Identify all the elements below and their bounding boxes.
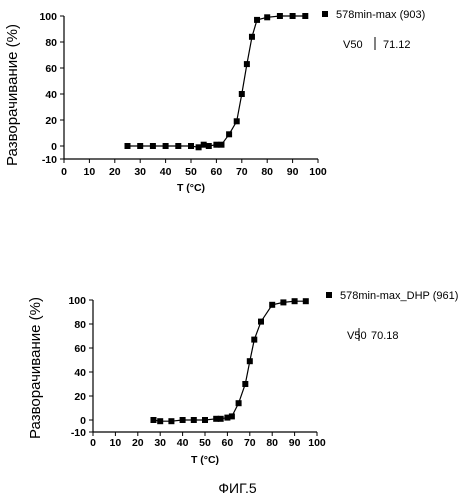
data-point	[302, 298, 309, 305]
data-point	[224, 414, 231, 421]
x-axis-title: T (°C)	[191, 454, 219, 466]
data-point	[213, 415, 220, 422]
x-tick-label: 30	[154, 437, 166, 449]
data-point	[213, 141, 220, 148]
y-tick-label: 40	[45, 89, 57, 101]
data-point	[246, 358, 253, 365]
y-tick-label: 100	[68, 295, 86, 307]
data-point	[228, 413, 235, 420]
y-tick-label: 80	[74, 319, 86, 331]
y-tick-label: 40	[74, 367, 86, 379]
y-axis-title: Разворачивание (%)	[27, 297, 44, 439]
x-tick-label: 50	[199, 437, 211, 449]
x-tick-label: 60	[222, 437, 234, 449]
x-tick-label: 40	[160, 166, 172, 178]
x-tick-label: 20	[109, 166, 121, 178]
data-point	[233, 118, 240, 125]
x-tick-label: 60	[211, 166, 223, 178]
data-point	[168, 418, 175, 425]
data-point	[291, 298, 298, 305]
y-tick-label: 60	[74, 343, 86, 355]
y-tick-label: 80	[45, 37, 57, 49]
x-tick-label: 20	[132, 437, 144, 449]
data-point	[235, 400, 242, 407]
data-point	[162, 143, 169, 149]
data-point	[248, 33, 255, 40]
x-axis-title: T (°C)	[177, 182, 205, 194]
x-tick-label: 10	[110, 437, 122, 449]
x-tick-label: 100	[308, 437, 326, 449]
legend-marker	[322, 11, 328, 17]
v50-label: V50	[347, 330, 367, 342]
x-tick-label: 30	[134, 166, 146, 178]
x-tick-label: 50	[185, 166, 197, 178]
x-tick-label: 90	[289, 437, 301, 449]
x-tick-label: 70	[236, 166, 248, 178]
data-point	[217, 415, 224, 422]
data-point	[149, 143, 156, 149]
x-tick-label: 100	[309, 166, 327, 178]
x-tick-label: 0	[90, 437, 96, 449]
data-point	[218, 141, 225, 148]
v50-value: 71.12	[383, 39, 411, 51]
data-point	[190, 417, 197, 423]
data-point	[205, 143, 212, 149]
figure-caption: ФИГ.5	[218, 480, 257, 496]
data-point	[264, 14, 271, 21]
data-point	[202, 417, 208, 423]
y-tick-label: 0	[80, 415, 86, 427]
data-point	[243, 61, 250, 68]
y-tick-label: 20	[45, 115, 57, 127]
data-point	[242, 381, 249, 387]
data-point	[226, 131, 233, 138]
legend-marker	[326, 292, 332, 298]
y-tick-label: 60	[45, 63, 57, 75]
data-point	[137, 143, 144, 149]
data-point	[276, 13, 283, 19]
data-point	[179, 417, 186, 423]
y-tick-label: -10	[42, 154, 57, 166]
data-point	[302, 13, 309, 19]
x-tick-label: 90	[287, 166, 299, 178]
y-axis-title: Разворачивание (%)	[4, 24, 21, 166]
v50-value: 70.18	[371, 330, 399, 342]
data-point	[251, 336, 258, 343]
data-point	[200, 141, 207, 148]
data-point	[175, 143, 182, 149]
x-tick-label: 40	[177, 437, 189, 449]
x-tick-label: 10	[84, 166, 96, 178]
x-tick-label: 0	[61, 166, 67, 178]
x-tick-label: 80	[261, 166, 273, 178]
v50-label: V50	[343, 39, 363, 51]
y-tick-label: 100	[39, 11, 57, 23]
legend-label: 578min-max_DHP (961)	[340, 290, 458, 302]
data-point	[254, 16, 261, 23]
data-point	[157, 418, 164, 425]
y-tick-label: -10	[71, 427, 86, 439]
data-point	[280, 299, 287, 306]
y-tick-label: 0	[51, 141, 57, 153]
series-line	[127, 15, 306, 148]
x-tick-label: 70	[244, 437, 256, 449]
legend-label: 578min-max (903)	[336, 9, 425, 21]
data-point	[289, 13, 296, 19]
data-point	[238, 91, 245, 97]
data-point	[195, 144, 202, 151]
y-tick-label: 20	[74, 391, 86, 403]
series-line	[153, 300, 306, 422]
data-point	[188, 143, 194, 149]
data-point	[124, 143, 131, 149]
data-point	[150, 417, 157, 423]
data-point	[269, 301, 276, 308]
x-tick-label: 80	[266, 437, 278, 449]
data-point	[258, 318, 264, 325]
